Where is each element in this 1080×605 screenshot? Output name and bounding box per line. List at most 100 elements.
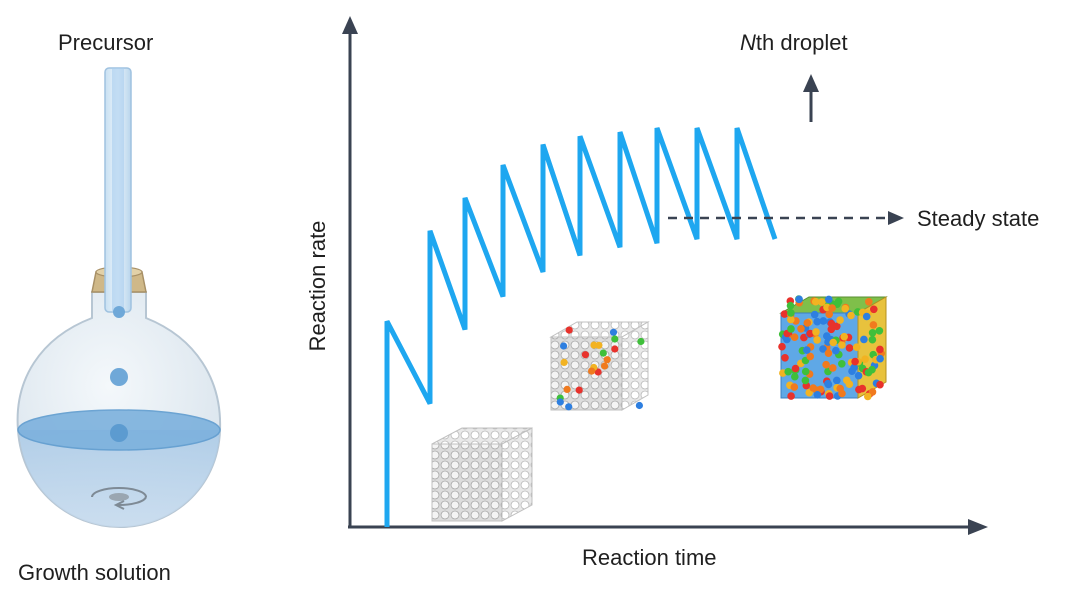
atom-dot: [787, 392, 795, 400]
atom-dot: [852, 343, 861, 352]
atom-dot: [784, 367, 792, 376]
atom-dot: [824, 349, 833, 358]
flask-icon: [16, 67, 222, 529]
droplet-icon: [110, 424, 128, 442]
atom-dot: [560, 358, 568, 366]
atom-dot: [838, 360, 846, 368]
atom-dot: [594, 368, 602, 376]
atom-dot: [855, 385, 863, 394]
atom-dot: [588, 367, 596, 375]
atom-dot: [860, 335, 868, 344]
atom-dot: [801, 367, 810, 376]
x-axis-arrow-icon: [968, 519, 988, 535]
atom-dot: [841, 304, 849, 313]
atom-dot: [868, 388, 877, 396]
atom-dot: [806, 352, 814, 361]
atom-dot: [850, 363, 858, 372]
atom-dot: [869, 321, 878, 329]
atom-dot: [822, 360, 830, 369]
atom-dot: [845, 344, 854, 352]
atom-dot: [851, 357, 859, 366]
atom-dot: [819, 345, 827, 353]
atom-dot: [868, 335, 877, 344]
atom-dot: [854, 371, 863, 380]
atom-dot: [791, 372, 799, 381]
atom-dot: [861, 355, 869, 364]
nth-droplet-label: Nth droplet: [740, 30, 848, 56]
atom-dot: [828, 304, 836, 312]
atom-dot: [876, 380, 884, 389]
atom-dot: [843, 376, 851, 385]
dashed-arrow-icon: [668, 211, 904, 225]
atom-dot: [795, 295, 803, 304]
atom-dot: [864, 392, 872, 401]
atom-dot: [876, 345, 884, 354]
y-axis-arrow-icon: [342, 16, 358, 34]
atom-dot: [800, 333, 808, 342]
cube-alloy-icon: [778, 295, 888, 401]
atom-dot: [829, 338, 837, 347]
atom-dot: [813, 336, 821, 344]
atom-dot: [780, 310, 789, 318]
atom-dot: [829, 364, 837, 372]
atom-dot: [781, 354, 789, 362]
atom-dot: [833, 376, 841, 385]
atom-dot: [637, 337, 645, 346]
atom-dot: [865, 298, 873, 306]
atom-dot: [609, 328, 618, 336]
atom-dot: [778, 342, 786, 351]
atom-dot: [611, 345, 619, 353]
atom-dot: [819, 317, 828, 325]
atom-dot: [825, 310, 833, 319]
up-arrow-icon: [803, 74, 819, 122]
atom-dot: [847, 311, 855, 320]
atom-dot: [786, 301, 795, 310]
nth-italic: N: [740, 30, 756, 55]
atom-dot: [862, 312, 871, 321]
x-axis-label: Reaction time: [582, 545, 717, 570]
atom-dot: [832, 346, 840, 355]
atom-dot: [809, 384, 817, 392]
atom-dot: [868, 329, 877, 337]
axes: [342, 16, 988, 535]
atom-dot: [797, 325, 805, 333]
atom-dot: [787, 315, 795, 324]
atom-dot: [599, 349, 607, 357]
atom-dot: [836, 316, 844, 324]
atom-dot: [787, 309, 795, 317]
atom-dot: [803, 346, 811, 354]
atom-dot: [601, 362, 609, 370]
atom-dot: [810, 310, 819, 319]
atom-dot: [556, 398, 564, 406]
atom-dot: [824, 379, 832, 388]
atom-dot: [565, 326, 573, 334]
steady-state-label: Steady state: [917, 206, 1040, 231]
droplet-icon: [110, 368, 128, 386]
atom-dot: [575, 386, 583, 394]
atom-dot: [811, 297, 820, 306]
atom-dot: [825, 295, 833, 304]
atom-dot: [560, 342, 568, 350]
atom-dot: [565, 403, 573, 411]
atom-dot: [791, 364, 800, 373]
atom-dot: [563, 385, 571, 393]
atom-dot: [838, 341, 846, 349]
nth-text: th droplet: [755, 30, 848, 55]
atom-dot: [827, 325, 836, 334]
atom-dot: [603, 356, 611, 364]
atom-dot: [812, 328, 820, 336]
atom-dot: [611, 335, 619, 343]
atom-dot: [806, 329, 814, 338]
atom-dot: [813, 317, 821, 326]
cube-pure-icon: [431, 427, 533, 522]
atom-dot: [801, 376, 810, 385]
precursor-label: Precursor: [58, 30, 154, 55]
atom-dot: [825, 392, 834, 400]
atom-dot: [875, 327, 884, 335]
atom-dot: [790, 383, 799, 391]
atom-dot: [790, 333, 799, 342]
atom-dot: [787, 325, 795, 333]
atom-dot: [635, 401, 644, 410]
atom-dot: [876, 354, 884, 363]
